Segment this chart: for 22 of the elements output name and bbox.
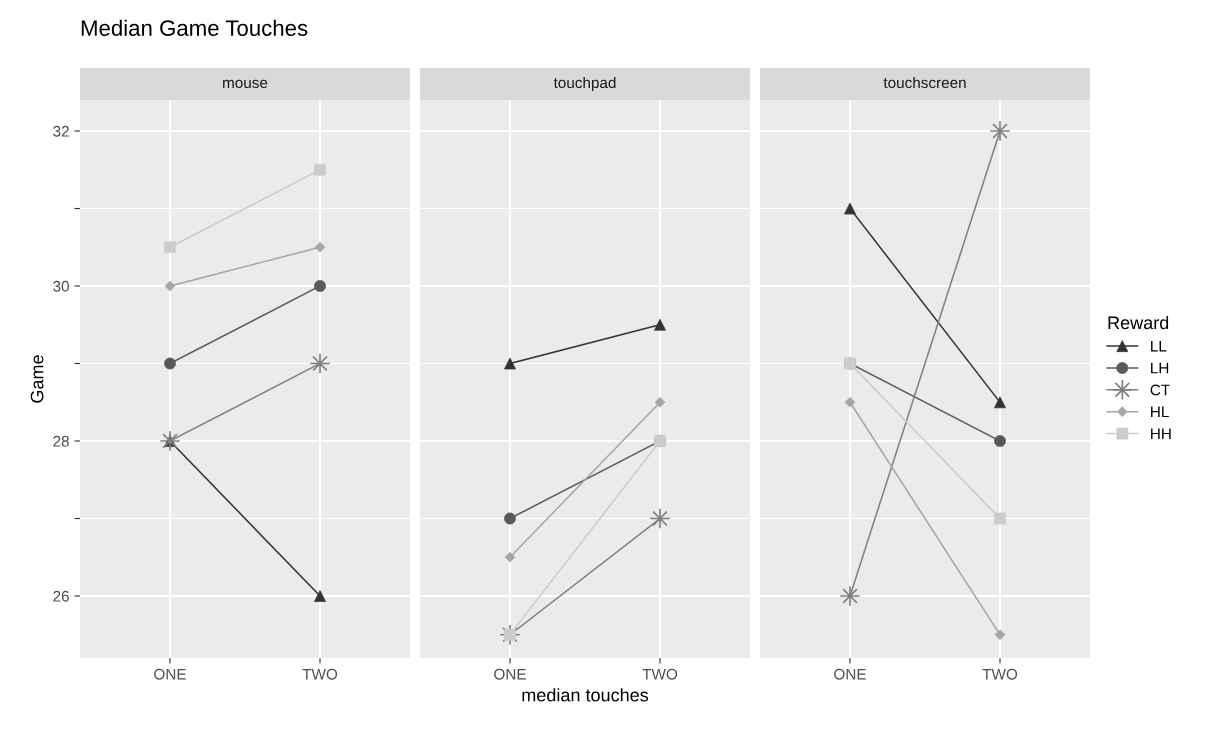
y-tick-label: 28: [53, 435, 69, 447]
x-tick-label: ONE: [154, 668, 186, 680]
x-tick-label: ONE: [834, 668, 866, 680]
legend-label: LH: [1151, 362, 1169, 374]
chart-subtitle: mouse: [223, 79, 268, 89]
x-tick-label: TWO: [982, 668, 1018, 680]
x-tick-label: TWO: [302, 668, 338, 680]
chart-subtitle: touchpad: [553, 76, 616, 92]
y-tick-label: 30: [53, 280, 69, 292]
y-tick-label: 26: [53, 590, 69, 602]
legend-label: HH: [1151, 428, 1171, 439]
chart-subtitle: touchscreen: [883, 76, 966, 89]
legend-label: CT: [1150, 384, 1170, 396]
x-tick-label: ONE: [494, 668, 526, 680]
x-tick-label: TWO: [642, 668, 678, 680]
chart-title: Median Game Touches: [81, 19, 308, 36]
y-tick-label: 32: [53, 125, 69, 137]
x-axis-title: median touches: [522, 688, 649, 702]
legend-title: Reward: [1108, 315, 1169, 330]
legend-label: HL: [1151, 406, 1169, 418]
legend-label: LL: [1151, 340, 1167, 352]
y-axis-title: Game: [30, 355, 44, 403]
